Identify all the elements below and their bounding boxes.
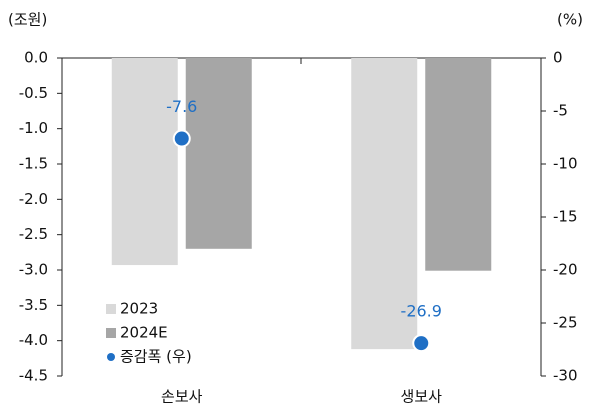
legend-label: 2024E [120, 324, 168, 342]
y-axis-label: (조원) [8, 11, 47, 29]
y-tick-label: -2.5 [19, 225, 48, 243]
legend-marker [106, 304, 116, 314]
bar [425, 58, 492, 271]
y2-tick-label: -10 [553, 155, 578, 173]
y-tick-label: -3.0 [19, 261, 48, 279]
bar [111, 58, 178, 266]
bar [185, 58, 252, 249]
bar [351, 58, 418, 350]
y2-tick-label: 0 [553, 49, 563, 67]
y-tick-label: -4.5 [19, 367, 48, 385]
legend-marker [107, 353, 115, 361]
y2-tick-label: -25 [553, 314, 578, 332]
y-tick-label: 0.0 [24, 49, 48, 67]
y2-tick-label: -30 [553, 367, 578, 385]
y-tick-label: -0.5 [19, 84, 48, 102]
y2-tick-label: -20 [553, 261, 578, 279]
legend-label: 2023 [120, 300, 158, 318]
data-label: -7.6 [166, 97, 197, 116]
y2-tick-label: -5 [553, 102, 568, 120]
y2-tick-label: -15 [553, 208, 578, 226]
point [172, 129, 191, 148]
legend-marker [106, 328, 116, 338]
data-label: -26.9 [401, 302, 442, 321]
x-tick-label: 생보사 [401, 388, 443, 406]
y-tick-label: -4.0 [19, 331, 48, 349]
y-tick-label: -1.0 [19, 119, 48, 137]
y-tick-label: -3.5 [19, 296, 48, 314]
y2-axis-label: (%) [557, 11, 583, 29]
y-tick-label: -1.5 [19, 155, 48, 173]
y-tick-label: -2.0 [19, 190, 48, 208]
x-tick-label: 손보사 [161, 388, 203, 406]
point [412, 334, 431, 353]
legend-label: 증감폭 (우) [120, 348, 192, 366]
